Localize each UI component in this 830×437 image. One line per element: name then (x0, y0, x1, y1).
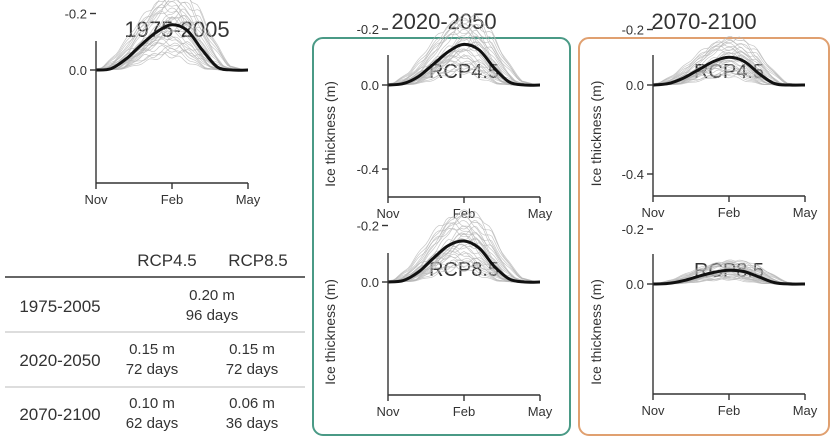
y-tick-label: -0.2 (622, 23, 644, 38)
summary-table: RCP4.5 RCP8.5 1975-2005 0.20 m 96 days 2… (5, 251, 305, 432)
x-tick-label: Nov (84, 192, 108, 207)
ensemble-line (96, 2, 248, 71)
y-tick-label: -0.2 (622, 222, 644, 237)
mean-line (652, 268, 806, 286)
table-cell-days: 36 days (226, 415, 279, 432)
x-tick-label: Feb (718, 403, 740, 418)
y-tick-label: -0.2 (65, 7, 87, 22)
table-header-rcp45: RCP4.5 (137, 251, 197, 270)
y-axis-label: Ice thickness (m) (588, 81, 604, 187)
table-row-period: 2020-2050 (19, 351, 100, 370)
y-tick-label: 0.0 (69, 63, 87, 78)
y-tick-label: 0.0 (361, 275, 379, 290)
y-tick-label: -0.2 (357, 219, 379, 234)
x-tick-label: May (236, 192, 261, 207)
table-cell-thickness: 0.15 m (229, 341, 275, 358)
table-cell-thickness: 0.20 m (189, 287, 235, 304)
x-tick-label: Feb (453, 404, 475, 419)
x-tick-label: Nov (641, 403, 665, 418)
table-cell-days: 72 days (226, 361, 279, 378)
ensemble-line (653, 43, 805, 86)
y-axis-label: Ice thickness (m) (322, 279, 338, 385)
period-title-2070: 2070-2100 (651, 9, 756, 34)
x-tick-label: May (528, 404, 553, 419)
y-tick-label: 0.0 (361, 78, 379, 93)
x-tick-label: Nov (376, 206, 400, 221)
mean-line (95, 23, 249, 72)
x-tick-label: Nov (641, 205, 665, 220)
table-cell-thickness: 0.06 m (229, 395, 275, 412)
y-tick-label: -0.2 (357, 22, 379, 37)
ensemble-line (96, 15, 248, 71)
period-title-2020: 2020-2050 (391, 9, 496, 34)
x-tick-label: May (793, 403, 818, 418)
ensemble-line (388, 220, 540, 283)
table-cell-days: 62 days (126, 415, 179, 432)
table-cell-thickness: 0.15 m (129, 341, 175, 358)
y-axis-label: Ice thickness (m) (588, 279, 604, 385)
table-header-rcp85: RCP8.5 (228, 251, 288, 270)
mean-line (387, 42, 541, 87)
x-tick-label: May (793, 205, 818, 220)
ensemble-line (388, 60, 540, 86)
table-cell-days: 96 days (186, 307, 239, 324)
mean-line (652, 55, 806, 87)
mean-line (387, 239, 541, 284)
frame-2070-2100 (578, 37, 830, 436)
ensemble-line (388, 24, 540, 86)
y-axis-label: Ice thickness (m) (322, 81, 338, 187)
table-row-period: 2070-2100 (19, 405, 100, 424)
x-tick-label: Feb (161, 192, 183, 207)
y-tick-label: -0.4 (357, 162, 379, 177)
x-tick-label: Nov (376, 404, 400, 419)
table-cell-days: 72 days (126, 361, 179, 378)
x-tick-label: May (528, 206, 553, 221)
table-cell-thickness: 0.10 m (129, 395, 175, 412)
table-row-period: 1975-2005 (19, 297, 100, 316)
y-tick-label: 0.0 (626, 277, 644, 292)
period-title-1975: 1975-2005 (124, 17, 229, 42)
ensemble-line (96, 43, 248, 71)
x-tick-label: Feb (718, 205, 740, 220)
y-tick-label: 0.0 (626, 78, 644, 93)
y-tick-label: -0.4 (622, 167, 644, 182)
